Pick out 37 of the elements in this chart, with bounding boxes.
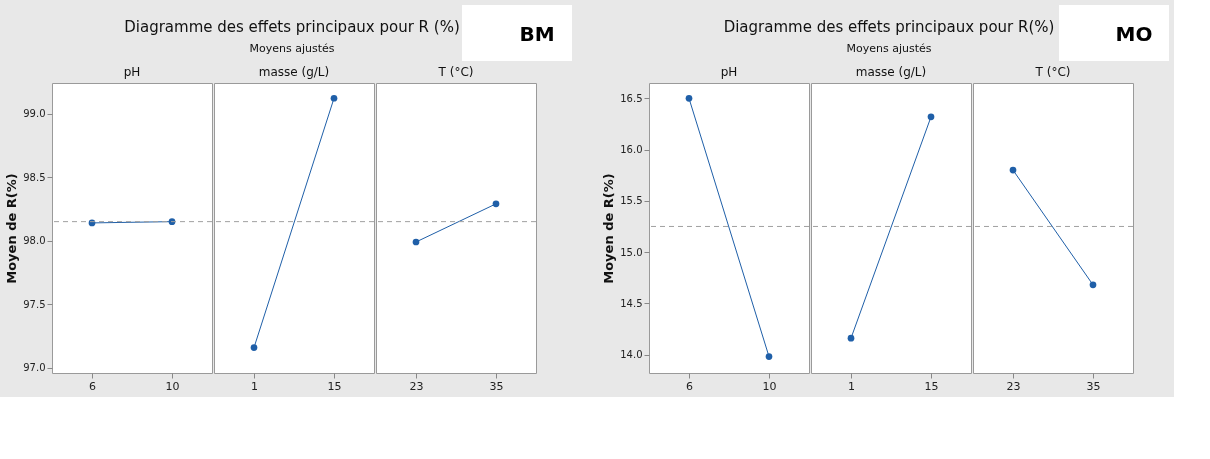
chart-title: masse (g/L) xyxy=(258,65,330,79)
x-tick-label: 1 xyxy=(251,379,258,393)
text: Diagramme des effets principaux pour R(%) xyxy=(723,18,1055,36)
x-tick-label: 15 xyxy=(327,379,342,393)
y-tick-label: 15.0 xyxy=(620,246,643,258)
x-tick-label: 6 xyxy=(89,379,96,393)
y-tick-label: 14.0 xyxy=(620,349,643,361)
chart-title: masse (g/L) xyxy=(855,65,927,79)
chart-title: pH xyxy=(123,65,141,79)
y-tick-label: 14.5 xyxy=(620,297,643,309)
y-tick-label: 98.0 xyxy=(23,235,46,247)
y-tick-label: 98.5 xyxy=(23,171,46,183)
y-tick-label: 97.0 xyxy=(23,362,46,374)
x-tick-label: 23 xyxy=(409,379,424,393)
y-tick-label: 16.5 xyxy=(620,92,643,104)
x-tick-label: 15 xyxy=(924,379,939,393)
text: Moyens ajustés xyxy=(249,42,335,55)
x-tick-label: 6 xyxy=(686,379,693,393)
y-tick-label: 16.0 xyxy=(620,144,643,156)
x-tick-label: 10 xyxy=(762,379,777,393)
chart-title: T (°C) xyxy=(437,65,474,79)
x-tick-label: 1 xyxy=(848,379,855,393)
x-tick-label: 10 xyxy=(165,379,180,393)
chart-title: T (°C) xyxy=(1034,65,1071,79)
y-tick-label: 15.5 xyxy=(620,195,643,207)
y-axis-title: Moyen de R(%) xyxy=(4,173,20,284)
x-tick-label: 35 xyxy=(1086,379,1101,393)
x-tick-label: 23 xyxy=(1006,379,1021,393)
text: MO xyxy=(1115,22,1153,46)
y-tick-label: 99.0 xyxy=(23,108,46,120)
chart-title: pH xyxy=(720,65,738,79)
text: Diagramme des effets principaux pour R (%) xyxy=(124,18,460,36)
text: Moyens ajustés xyxy=(846,42,932,55)
y-tick-label: 97.5 xyxy=(23,298,46,310)
x-tick-label: 35 xyxy=(489,379,504,393)
text: BM xyxy=(519,22,555,46)
y-axis-title: Moyen de R(%) xyxy=(601,173,617,284)
